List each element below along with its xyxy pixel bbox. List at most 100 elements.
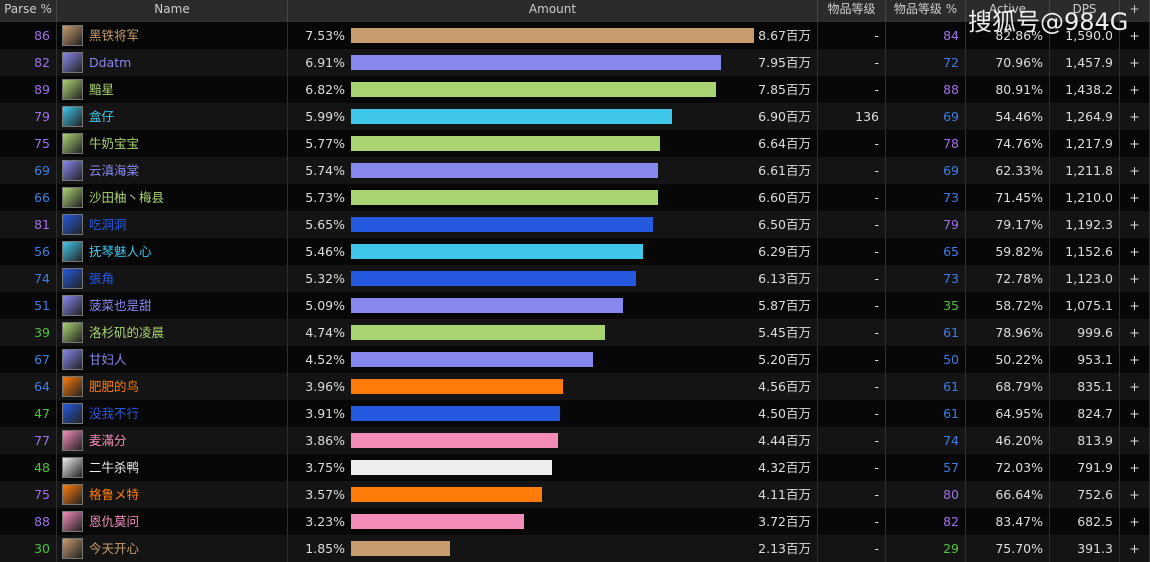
- add-button[interactable]: +: [1120, 454, 1150, 481]
- active: 82.86%: [966, 22, 1050, 49]
- class-icon: [62, 133, 83, 154]
- add-button[interactable]: +: [1120, 346, 1150, 373]
- class-icon: [62, 268, 83, 289]
- class-icon: [62, 106, 83, 127]
- amount-bar: [351, 136, 660, 151]
- name-cell: 格鲁メ特: [57, 481, 288, 508]
- amount: 6.90百万: [758, 109, 811, 124]
- active: 64.95%: [966, 400, 1050, 427]
- player-name: 吃洞洞: [89, 217, 127, 232]
- percent: 5.74%: [305, 163, 345, 178]
- player-name: 盒仔: [89, 109, 115, 124]
- percent: 6.91%: [305, 55, 345, 70]
- item-level: 136: [818, 103, 886, 130]
- amount-bar: [351, 163, 659, 178]
- add-button[interactable]: +: [1120, 427, 1150, 454]
- dps: 1,192.3: [1050, 211, 1120, 238]
- dps: 1,152.6: [1050, 238, 1120, 265]
- table-row: 75 格鲁メ特 3.57% 4.11百万 -80 66.64% 752.6 +: [0, 481, 1150, 508]
- add-button[interactable]: +: [1120, 184, 1150, 211]
- add-button[interactable]: +: [1120, 157, 1150, 184]
- item-level: -: [818, 400, 886, 427]
- parse-cell: 64: [0, 373, 57, 400]
- player-name: 黑铁将军: [89, 28, 140, 43]
- add-button[interactable]: +: [1120, 508, 1150, 535]
- player-name: 恩仇莫问: [89, 514, 140, 529]
- percent: 3.96%: [305, 379, 345, 394]
- parse-cell: 88: [0, 508, 57, 535]
- name-cell: 云滇海棠: [57, 157, 288, 184]
- class-icon: [62, 52, 83, 73]
- item-level: -: [818, 211, 886, 238]
- name-cell: 盒仔: [57, 103, 288, 130]
- player-name: 肥肥的鸟: [89, 379, 140, 394]
- dps: 791.9: [1050, 454, 1120, 481]
- item-level: -: [818, 130, 886, 157]
- column-header: Parse %: [0, 0, 57, 22]
- class-icon: [62, 187, 83, 208]
- parse-cell: 47: [0, 400, 57, 427]
- item-level: -: [818, 373, 886, 400]
- amount-cell: 5.99% 6.90百万: [288, 103, 818, 130]
- add-button[interactable]: +: [1120, 292, 1150, 319]
- name-cell: 恩仇莫问: [57, 508, 288, 535]
- add-button[interactable]: +: [1120, 211, 1150, 238]
- dps: 1,210.0: [1050, 184, 1120, 211]
- add-button[interactable]: +: [1120, 130, 1150, 157]
- class-icon: [62, 538, 83, 559]
- amount-cell: 4.52% 5.20百万: [288, 346, 818, 373]
- name-cell: Ddatm: [57, 49, 288, 76]
- table-row: 39 洛杉矶的凌晨 4.74% 5.45百万 -61 78.96% 999.6 +: [0, 319, 1150, 346]
- parse-cell: 79: [0, 103, 57, 130]
- add-button[interactable]: +: [1120, 265, 1150, 292]
- amount-cell: 3.86% 4.44百万: [288, 427, 818, 454]
- item-level-pct: 79: [886, 211, 966, 238]
- name-cell: 肥肥的鸟: [57, 373, 288, 400]
- item-level-pct: 73: [886, 265, 966, 292]
- table-row: 56 抚琴魅人心 5.46% 6.29百万 -65 59.82% 1,152.6 +: [0, 238, 1150, 265]
- amount: 4.44百万: [758, 433, 811, 448]
- table-row: 79 盒仔 5.99% 6.90百万 136 69 54.46% 1,264.9 +: [0, 103, 1150, 130]
- name-cell: 張角: [57, 265, 288, 292]
- name-cell: 菠菜也是甜: [57, 292, 288, 319]
- add-button[interactable]: +: [1120, 49, 1150, 76]
- class-icon: [62, 79, 83, 100]
- parse-cell: 86: [0, 22, 57, 49]
- amount-bar: [351, 325, 605, 340]
- table-row: 77 麦滿分 3.86% 4.44百万 -74 46.20% 813.9 +: [0, 427, 1150, 454]
- add-button[interactable]: +: [1120, 373, 1150, 400]
- active: 80.91%: [966, 76, 1050, 103]
- amount-bar: [351, 514, 524, 529]
- percent: 3.75%: [305, 460, 345, 475]
- item-level-pct: 61: [886, 319, 966, 346]
- add-button[interactable]: +: [1120, 103, 1150, 130]
- amount-bar: [351, 109, 672, 124]
- add-button[interactable]: +: [1120, 319, 1150, 346]
- amount: 5.87百万: [758, 298, 811, 313]
- percent: 4.74%: [305, 325, 345, 340]
- item-level: -: [818, 157, 886, 184]
- add-button[interactable]: +: [1120, 76, 1150, 103]
- add-button[interactable]: +: [1120, 481, 1150, 508]
- item-level: -: [818, 76, 886, 103]
- parse-cell: 69: [0, 157, 57, 184]
- name-cell: 没我不行: [57, 400, 288, 427]
- add-button[interactable]: +: [1120, 535, 1150, 562]
- item-level-pct: 73: [886, 184, 966, 211]
- amount-cell: 6.82% 7.85百万: [288, 76, 818, 103]
- player-name: 今天开心: [89, 541, 140, 556]
- player-name: 二牛杀鸭: [89, 460, 140, 475]
- name-cell: 麦滿分: [57, 427, 288, 454]
- name-cell: 甘妇人: [57, 346, 288, 373]
- player-name: 云滇海棠: [89, 163, 140, 178]
- name-cell: 沙田柚丶梅县: [57, 184, 288, 211]
- amount-cell: 5.46% 6.29百万: [288, 238, 818, 265]
- add-button[interactable]: +: [1120, 400, 1150, 427]
- item-level-pct: 50: [886, 346, 966, 373]
- item-level: -: [818, 481, 886, 508]
- player-name: 甘妇人: [89, 352, 127, 367]
- add-button[interactable]: +: [1120, 238, 1150, 265]
- dps: 1,211.8: [1050, 157, 1120, 184]
- item-level-pct: 84: [886, 22, 966, 49]
- table-row: 69 云滇海棠 5.74% 6.61百万 -69 62.33% 1,211.8 +: [0, 157, 1150, 184]
